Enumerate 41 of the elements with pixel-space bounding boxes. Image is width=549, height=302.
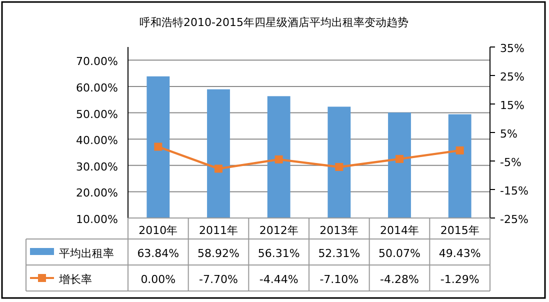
y2-tick-label: -25% xyxy=(500,213,528,226)
point xyxy=(214,164,222,173)
y-tick-label: 10.00% xyxy=(76,213,118,226)
y-tick-label: 40.00% xyxy=(76,134,118,148)
x-tick-label: 2012年 xyxy=(259,224,298,237)
x-tick-label: 2013年 xyxy=(320,224,359,237)
x-tick-label: 2014年 xyxy=(380,224,419,237)
data-label: 50.07% xyxy=(378,247,420,260)
data-label: 52.31% xyxy=(318,247,360,260)
x-tick-label: 2015年 xyxy=(440,224,480,237)
x-tick-label: 2010年 xyxy=(138,224,178,237)
y-tick-label: 60.00% xyxy=(76,81,118,94)
legend-label: 平均出租率 xyxy=(59,247,114,260)
data-label: 58.92% xyxy=(198,247,240,260)
y2-tick-label: 35% xyxy=(500,42,524,55)
y2-tick-label: -15% xyxy=(500,184,528,198)
y-tick-label: 20.00% xyxy=(76,186,118,200)
y2-tick-label: 25% xyxy=(500,70,524,84)
data-label: -1.29% xyxy=(440,273,480,286)
data-label: 56.31% xyxy=(258,247,300,260)
data-label: 0.00% xyxy=(140,273,176,286)
legend-label: 增长率 xyxy=(58,273,92,286)
data-label: 49.43% xyxy=(438,247,481,260)
data-label: -7.70% xyxy=(199,273,238,286)
point xyxy=(335,162,344,171)
point xyxy=(154,142,162,151)
x-tick-label: 2011年 xyxy=(199,224,238,237)
y2-tick-label: 5% xyxy=(500,128,518,140)
y2-tick-label: -5% xyxy=(500,156,522,169)
data-label: -4.28% xyxy=(380,273,419,286)
y-tick-label: 30.00% xyxy=(76,160,118,174)
point xyxy=(274,155,283,164)
y-tick-label: 70.00% xyxy=(76,55,118,68)
point xyxy=(456,146,464,154)
data-label: -7.10% xyxy=(320,273,359,286)
point xyxy=(396,154,404,163)
data-label: 63.84% xyxy=(137,247,180,260)
y2-tick-label: 15% xyxy=(500,99,524,112)
data-label: -4.44% xyxy=(259,273,298,286)
y-tick-label: 50.00% xyxy=(76,108,118,121)
title: 呼和浩特2010-2015年四星级酒店平均出租率变动趋势 xyxy=(140,16,408,29)
